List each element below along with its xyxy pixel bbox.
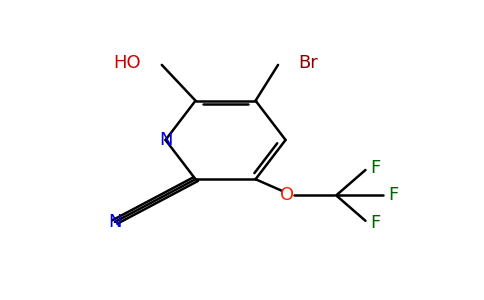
Text: O: O xyxy=(280,186,294,204)
Text: F: F xyxy=(389,186,399,204)
Text: N: N xyxy=(159,131,172,149)
Text: F: F xyxy=(370,159,380,177)
Text: HO: HO xyxy=(114,54,141,72)
Text: N: N xyxy=(108,213,121,231)
Text: Br: Br xyxy=(299,54,318,72)
Text: F: F xyxy=(370,214,380,232)
